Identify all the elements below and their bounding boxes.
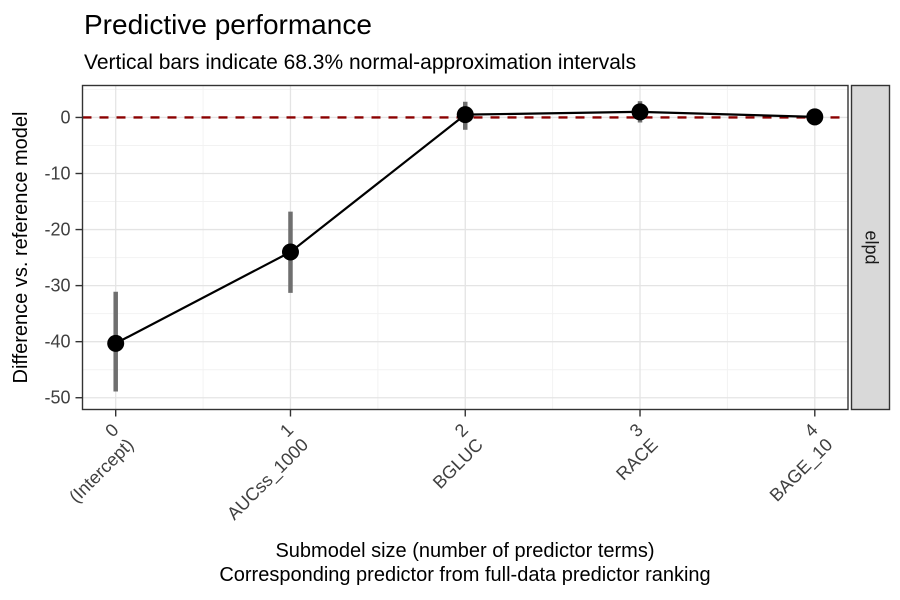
x-tick-label: 4BAGE_10 — [751, 420, 837, 506]
data-point — [456, 106, 474, 124]
axis-ticks — [75, 116, 816, 417]
y-axis-title: Difference vs. reference model — [10, 112, 32, 384]
x-axis-title-line2: Corresponding predictor from full-data p… — [219, 564, 710, 586]
x-tick-label: 0(Intercept) — [50, 420, 137, 507]
y-tick-label: -50 — [44, 388, 70, 408]
panel-border — [81, 84, 849, 411]
facet-strip-label: elpd — [862, 230, 882, 264]
y-tick-label: -30 — [44, 276, 70, 296]
facet-strip — [850, 84, 891, 411]
y-tick-label: -40 — [44, 332, 70, 352]
data-point — [806, 108, 824, 126]
plot-title: Predictive performance — [84, 9, 372, 40]
x-tick-label: 2BGLUC — [414, 420, 487, 493]
data-points — [107, 103, 824, 352]
x-tick-labels: 0(Intercept) 1AUCss_1000 2BGLUC 3RACE 4BAGE_… — [50, 420, 837, 525]
y-tick-label: -10 — [44, 164, 70, 184]
x-tick-label: 1AUCss_1000 — [208, 420, 313, 525]
x-axis-title-line1: Submodel size (number of predictor terms… — [275, 540, 654, 562]
y-tick-label: 0 — [60, 107, 70, 127]
data-point — [107, 334, 125, 352]
y-tick-labels: 0 -10 -20 -30 -40 -50 — [44, 107, 70, 407]
data-point — [281, 243, 299, 261]
x-tick-label: 3RACE — [597, 420, 661, 484]
gridlines — [82, 85, 848, 410]
data-point — [631, 103, 649, 121]
y-tick-label: -20 — [44, 220, 70, 240]
plot-subtitle: Vertical bars indicate 68.3% normal-appr… — [84, 51, 636, 74]
